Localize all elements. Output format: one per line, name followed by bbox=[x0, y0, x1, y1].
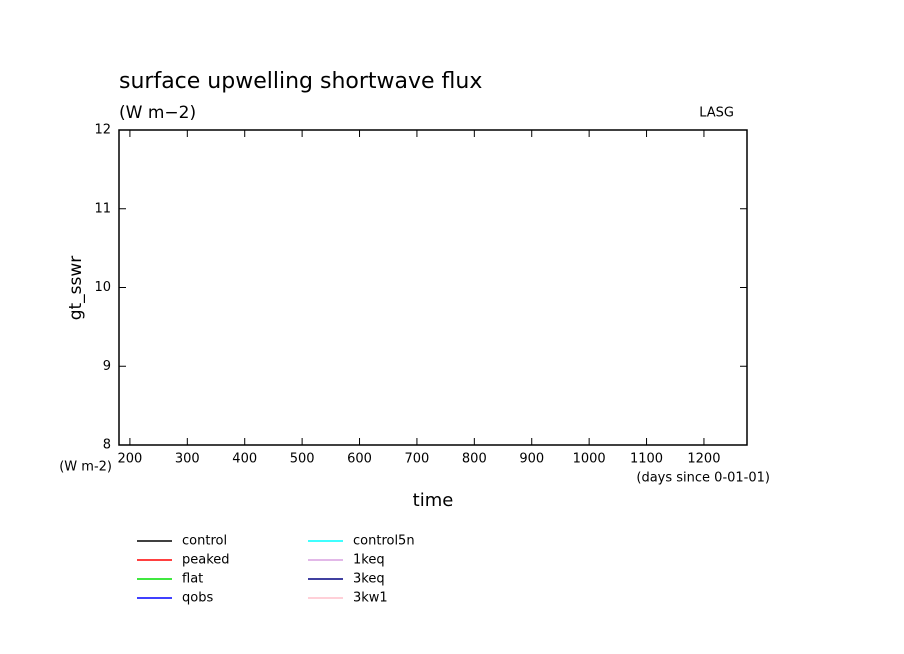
x-tick-label: 600 bbox=[347, 452, 372, 467]
x-axis-label: time bbox=[413, 490, 454, 511]
legend-label: 3keq bbox=[353, 572, 385, 587]
y-tick-label: 11 bbox=[94, 201, 111, 216]
x-tick-label: 900 bbox=[519, 452, 544, 467]
x-tick-label: 1200 bbox=[687, 452, 720, 467]
legend-label: peaked bbox=[182, 553, 230, 568]
x-tick-label: 500 bbox=[290, 452, 315, 467]
y-unit: (W m-2) bbox=[59, 460, 112, 475]
x-tick-label: 1000 bbox=[573, 452, 606, 467]
legend-label: qobs bbox=[182, 591, 213, 606]
x-tick-label: 300 bbox=[175, 452, 200, 467]
y-tick-label: 9 bbox=[103, 359, 111, 374]
x-tick-label: 400 bbox=[232, 452, 257, 467]
y-tick-label: 12 bbox=[94, 123, 111, 138]
x-tick-label: 800 bbox=[462, 452, 487, 467]
legend-label: control bbox=[182, 534, 227, 549]
chart-title: surface upwelling shortwave flux bbox=[119, 69, 482, 94]
x-tick-label: 1100 bbox=[630, 452, 663, 467]
plot-frame bbox=[118, 129, 748, 446]
y-axis-label: gt_sswr bbox=[66, 256, 86, 321]
legend-label: control5n bbox=[353, 534, 415, 549]
legend-label: 3kw1 bbox=[353, 591, 388, 606]
y-tick-label: 8 bbox=[103, 438, 111, 453]
legend-label: 1keq bbox=[353, 553, 385, 568]
annotation: LASG bbox=[699, 106, 734, 121]
y-tick-label: 10 bbox=[94, 280, 111, 295]
chart-subtitle: (W m−2) bbox=[119, 103, 196, 123]
legend-label: flat bbox=[182, 572, 203, 587]
x-unit: (days since 0-01-01) bbox=[636, 471, 770, 486]
x-tick-label: 200 bbox=[117, 452, 142, 467]
x-tick-label: 700 bbox=[405, 452, 430, 467]
